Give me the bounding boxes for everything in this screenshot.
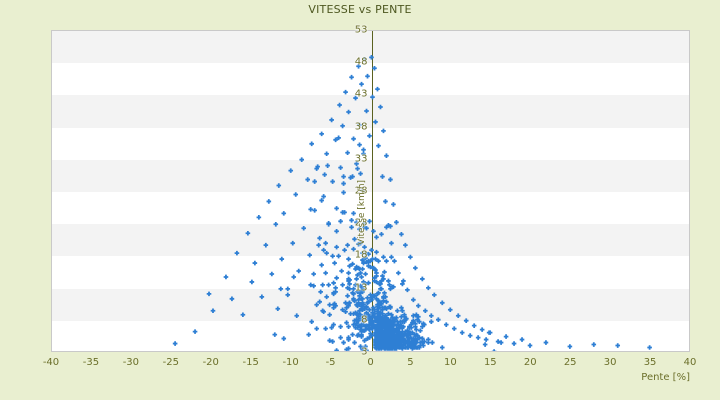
x-tick-label: 40 bbox=[683, 357, 697, 368]
y-tick-label: 18 bbox=[354, 249, 368, 261]
x-tick-label: -20 bbox=[202, 357, 219, 368]
y-axis-label: Vitesse [km/h] bbox=[356, 179, 367, 245]
plot-area bbox=[51, 30, 690, 352]
y-tick-label: 38 bbox=[354, 121, 368, 133]
x-tick-label: 15 bbox=[483, 357, 497, 368]
zero-axis-line bbox=[371, 31, 373, 351]
y-tick-label: 48 bbox=[354, 56, 368, 68]
grid-band bbox=[52, 95, 689, 128]
x-tick-label: 5 bbox=[407, 357, 414, 368]
chart-title: VITESSE vs PENTE bbox=[308, 3, 412, 16]
x-tick-label: 0 bbox=[367, 357, 374, 368]
x-tick-label: -25 bbox=[162, 357, 179, 368]
y-tick-label: 33 bbox=[354, 153, 368, 165]
x-axis-label: Pente [%] bbox=[641, 372, 690, 383]
x-tick-label: 20 bbox=[523, 357, 537, 368]
x-tick-label: 30 bbox=[603, 357, 617, 368]
y-tick-label: 53 bbox=[354, 24, 368, 36]
y-tick-label: 13 bbox=[354, 282, 368, 294]
y-tick-label: 3 bbox=[361, 346, 368, 358]
y-tick-label: 43 bbox=[354, 88, 368, 100]
x-tick-label: -15 bbox=[242, 357, 259, 368]
x-tick-label: -5 bbox=[325, 357, 336, 368]
x-tick-label: -30 bbox=[122, 357, 140, 368]
x-tick-label: -10 bbox=[282, 357, 299, 368]
x-tick-label: -40 bbox=[42, 357, 60, 368]
scatter-points bbox=[172, 55, 652, 351]
x-tick-label: -35 bbox=[82, 357, 100, 368]
x-tick-label: 10 bbox=[444, 357, 457, 368]
y-tick-label: 8 bbox=[361, 314, 368, 326]
scatter-marker-set bbox=[172, 55, 652, 351]
y-tick-label: 23 bbox=[354, 217, 368, 229]
x-tick-label: 25 bbox=[563, 357, 577, 368]
x-tick-label: 35 bbox=[643, 357, 657, 368]
y-tick-label: 28 bbox=[354, 185, 368, 197]
grid-band bbox=[52, 159, 689, 192]
